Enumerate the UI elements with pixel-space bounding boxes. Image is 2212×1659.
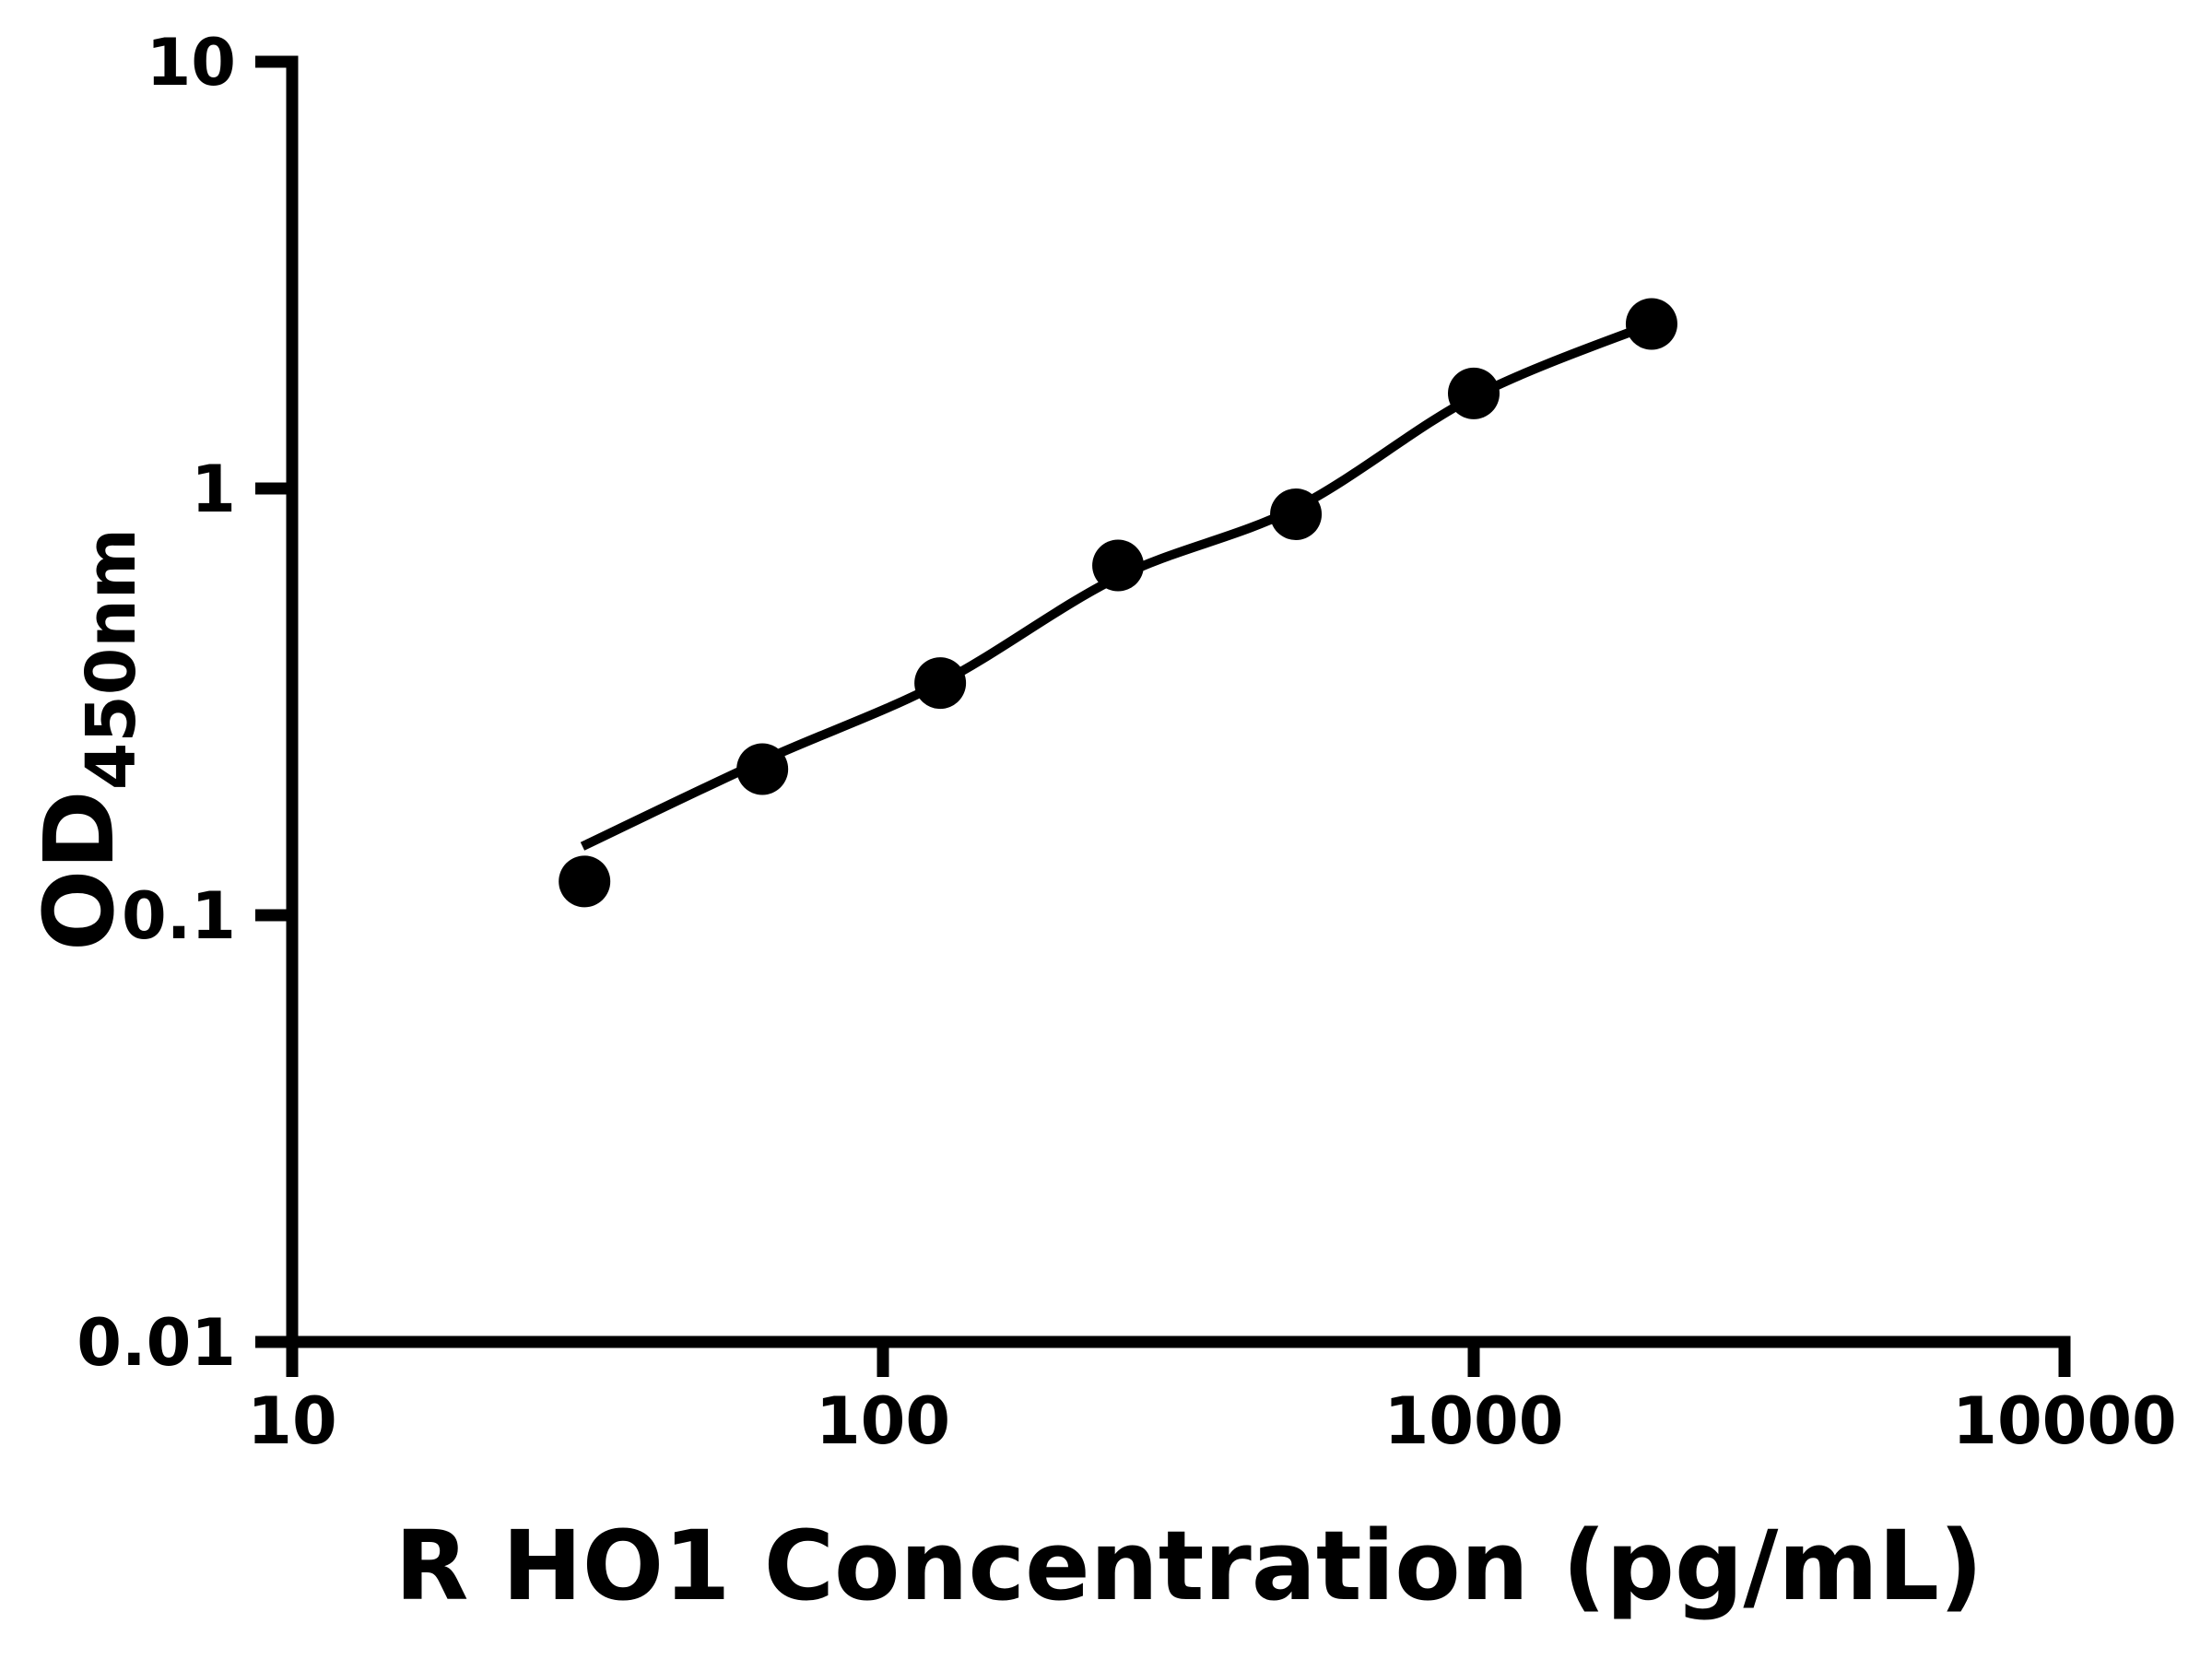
data-point [914,657,967,710]
data-points-group [559,298,1677,908]
data-point [559,855,611,908]
x-tick-label: 100 [816,1383,950,1459]
y-tick-label: 10 [147,25,236,100]
y-axis-title: OD450nm [23,528,151,951]
data-point [1270,488,1323,541]
y-axis-title-subscript: 450nm [72,528,151,790]
x-axis-title: R HO1 Concentration (pg/mL) [394,1510,1983,1622]
x-tick-label: 10 [247,1383,336,1459]
y-tick-label: 0.1 [122,878,236,954]
x-tick-label: 1000 [1384,1383,1564,1459]
data-point [1448,367,1500,419]
y-axis-title-main: OD [23,790,135,951]
x-tick-labels-group: 10 100 1000 10000 [247,1383,2176,1459]
y-tick-labels-group: 10 1 0.1 0.01 [76,25,236,1381]
y-tick-label: 1 [191,452,236,527]
data-point [736,743,789,795]
axis-frame [286,55,2071,1348]
axes-group [255,55,2071,1377]
data-point [1092,539,1145,592]
y-tick-label: 0.01 [76,1305,236,1381]
x-tick-label: 10000 [1952,1383,2177,1459]
data-point [1625,298,1677,350]
